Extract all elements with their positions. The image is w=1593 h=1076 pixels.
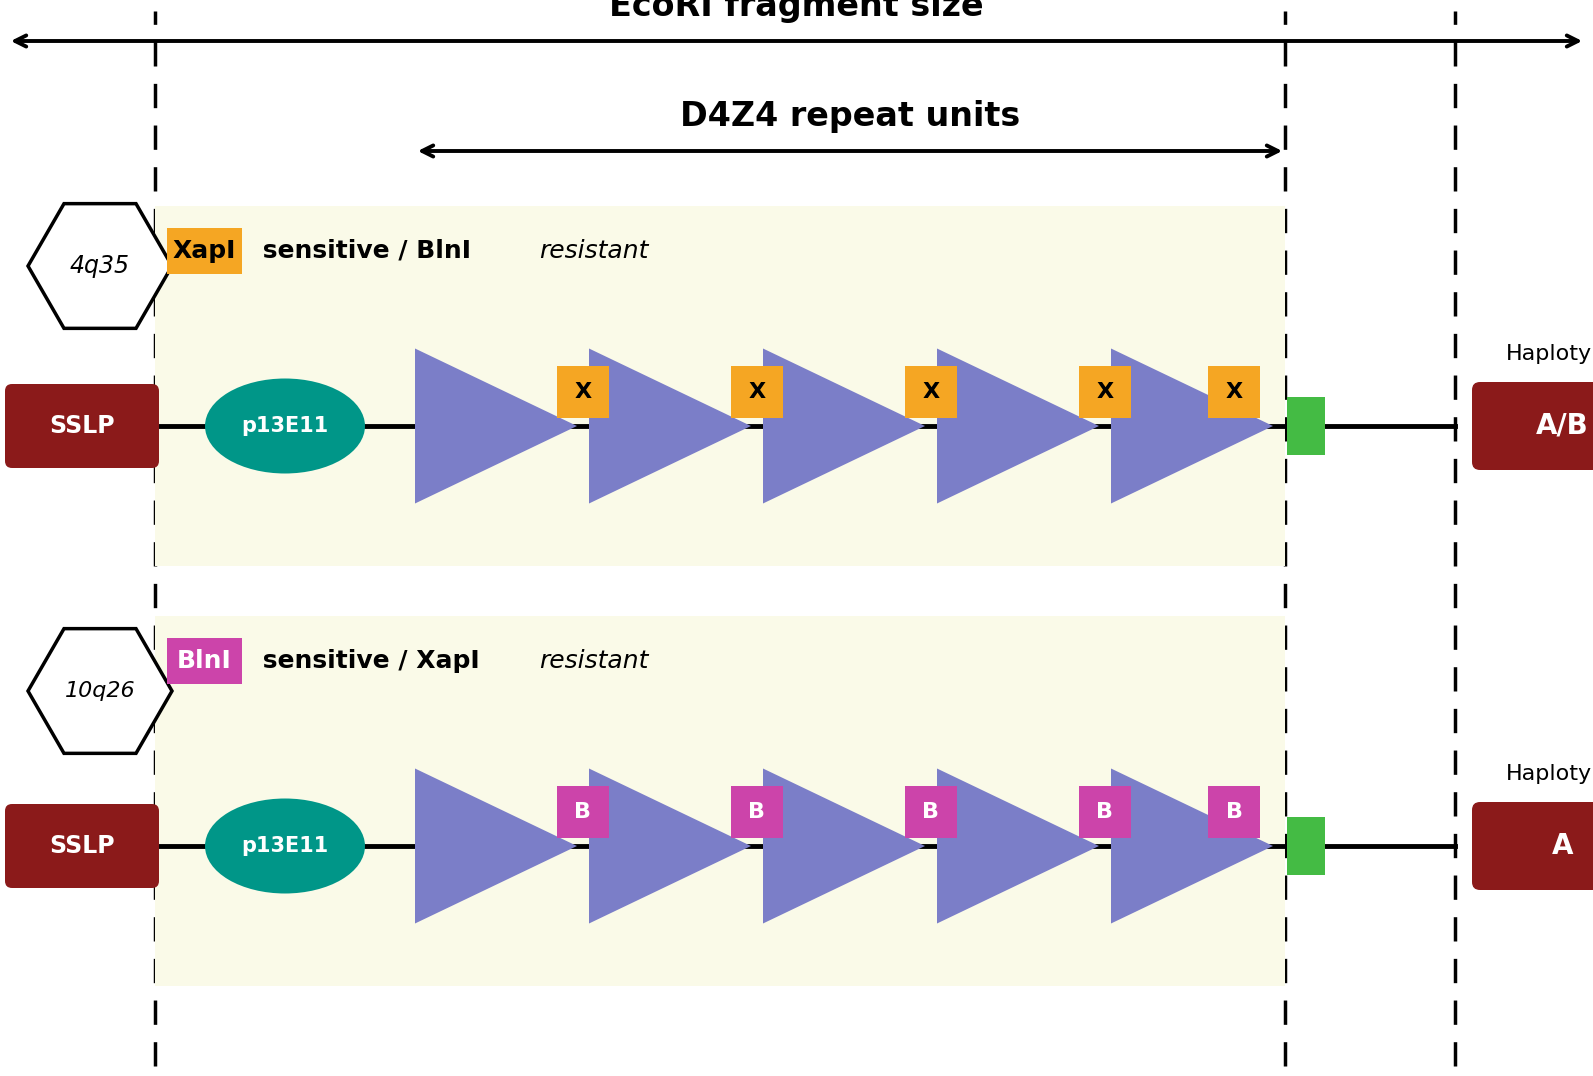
Text: B: B [749, 802, 766, 822]
Polygon shape [937, 768, 1099, 923]
Text: sensitive / XapI: sensitive / XapI [253, 649, 489, 672]
Text: X: X [922, 382, 940, 402]
Bar [731, 366, 784, 417]
Text: X: X [749, 382, 766, 402]
Text: resistant: resistant [538, 649, 648, 672]
Bar [1207, 366, 1260, 417]
Text: resistant: resistant [538, 239, 648, 263]
FancyBboxPatch shape [5, 804, 159, 888]
Bar [1078, 785, 1131, 838]
Polygon shape [1110, 768, 1273, 923]
Bar [558, 366, 609, 417]
Polygon shape [763, 349, 926, 504]
Text: SSLP: SSLP [49, 414, 115, 438]
Bar [905, 785, 957, 838]
Bar [1287, 817, 1325, 875]
Bar [1078, 366, 1131, 417]
Text: A/B: A/B [1536, 412, 1588, 440]
Polygon shape [937, 349, 1099, 504]
Polygon shape [1110, 349, 1273, 504]
FancyBboxPatch shape [5, 384, 159, 468]
Text: B: B [922, 802, 940, 822]
Polygon shape [416, 349, 577, 504]
Text: B: B [575, 802, 591, 822]
Bar [167, 638, 242, 684]
Text: EcoRI fragment size: EcoRI fragment size [609, 0, 984, 23]
Polygon shape [29, 203, 172, 328]
Polygon shape [589, 768, 750, 923]
FancyBboxPatch shape [1472, 382, 1593, 470]
Ellipse shape [205, 798, 365, 893]
Text: X: X [1225, 382, 1243, 402]
FancyBboxPatch shape [1472, 802, 1593, 890]
Bar [167, 228, 242, 274]
Text: D4Z4 repeat units: D4Z4 repeat units [680, 100, 1020, 133]
Text: BlnI: BlnI [177, 649, 233, 672]
Text: SSLP: SSLP [49, 834, 115, 858]
Text: X: X [575, 382, 591, 402]
Text: A: A [1552, 832, 1574, 860]
Bar [1207, 785, 1260, 838]
Ellipse shape [205, 379, 365, 473]
Polygon shape [763, 768, 926, 923]
Text: Haplotype: Haplotype [1505, 764, 1593, 784]
Text: p13E11: p13E11 [242, 416, 328, 436]
Bar [155, 206, 1286, 566]
Text: sensitive / BlnI: sensitive / BlnI [253, 239, 479, 263]
Bar [155, 615, 1286, 986]
Text: XapI: XapI [172, 239, 236, 263]
Text: 4q35: 4q35 [70, 254, 131, 278]
Polygon shape [29, 628, 172, 753]
Text: Haplotype: Haplotype [1505, 344, 1593, 364]
Text: B: B [1225, 802, 1243, 822]
Text: p13E11: p13E11 [242, 836, 328, 856]
Bar [731, 785, 784, 838]
Text: 10q26: 10q26 [65, 681, 135, 700]
Bar [905, 366, 957, 417]
Bar [558, 785, 609, 838]
Text: X: X [1096, 382, 1114, 402]
Bar [1287, 397, 1325, 455]
Polygon shape [416, 768, 577, 923]
Text: B: B [1096, 802, 1114, 822]
Polygon shape [589, 349, 750, 504]
